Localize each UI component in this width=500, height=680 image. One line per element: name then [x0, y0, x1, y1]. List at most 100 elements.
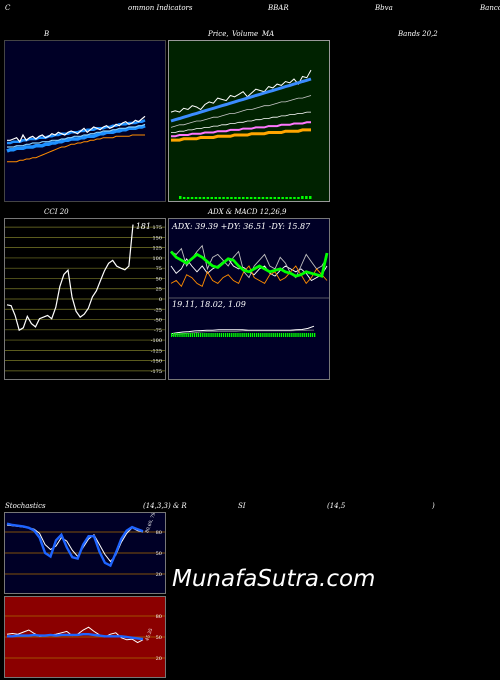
- macd-hist-bar: [253, 333, 256, 337]
- header-common-indicators: ommon Indicators: [128, 4, 193, 12]
- cci-tick-label: -150: [151, 359, 162, 365]
- macd-hist-bar: [212, 333, 214, 337]
- price-ma-series-5: [171, 128, 311, 142]
- macd-hist-bar: [297, 333, 299, 337]
- stoch-tick-label: 80: [156, 530, 162, 536]
- macd-hist-bar: [289, 333, 291, 337]
- macd-hist-bar: [295, 333, 297, 337]
- macd-hist-bar: [311, 333, 314, 337]
- macd-hist-bar: [222, 333, 225, 337]
- macd-hist-bar: [241, 333, 243, 337]
- header-company-a: Bbva: [375, 4, 393, 12]
- cci-tick-label: -100: [151, 338, 162, 344]
- macd-hist-bar: [282, 333, 285, 337]
- header-symbol: BBAR: [268, 4, 289, 12]
- rsi-series-1: [7, 633, 144, 641]
- stoch-panel: 80 50 20 80.60, 79.82: [4, 512, 166, 594]
- volume-bar: [281, 197, 284, 199]
- price-ma-series-1: [170, 77, 312, 123]
- header-company-b: Banco: [480, 4, 500, 12]
- macd-hist-bar: [183, 333, 185, 337]
- macd-hist-bar: [314, 333, 316, 337]
- volume-bar: [218, 197, 221, 199]
- bollinger-title: B: [44, 30, 50, 38]
- volume-bar: [269, 197, 273, 199]
- macd-hist-bar: [202, 333, 204, 337]
- watermark: MunafaSutra.com: [172, 566, 376, 592]
- macd-hist-bar: [287, 333, 289, 337]
- adx-macd-panel: ADX: 39.39 +DY: 36.51 -DY: 15.87 19.11, …: [168, 218, 330, 380]
- rsi-panel: 80 50 20 45.35: [4, 596, 166, 678]
- macd-hist-bar: [256, 333, 258, 337]
- macd-hist-bar: [293, 333, 295, 337]
- cci-tick-label: -125: [151, 348, 162, 354]
- volume-bar: [293, 197, 296, 199]
- volume-bar: [309, 196, 312, 199]
- volume-bar: [194, 197, 198, 199]
- volume-bar: [210, 197, 213, 199]
- macd-hist-bar: [305, 333, 307, 337]
- macd-hist-bar: [262, 333, 264, 337]
- macd-hist-bar: [206, 333, 208, 337]
- rsi-tick-label: 80: [156, 614, 162, 620]
- cci-tick-label: 100: [152, 256, 162, 262]
- volume-bar: [297, 197, 300, 199]
- macd-hist-bar: [175, 333, 177, 337]
- cci-panel: 175 150 125 100 75 50 25 0 -25 -50 -75 -100 -125 -150…: [4, 218, 166, 380]
- volume-bar: [249, 197, 253, 199]
- macd-hist-bar: [239, 333, 241, 337]
- bollinger-chart: [6, 115, 146, 163]
- volume-bar: [261, 197, 265, 199]
- volume-bar: [186, 197, 190, 199]
- macd-hist-bar: [189, 333, 191, 337]
- rsi-params: (14,5: [327, 502, 346, 510]
- bollinger-series-2: [7, 119, 146, 145]
- macd-label: 19.11, 18.02, 1.09: [172, 300, 246, 309]
- macd-hist-bar: [268, 333, 270, 337]
- macd-hist-bar: [264, 333, 266, 337]
- volume-bar: [198, 197, 202, 199]
- macd-hist-bar: [229, 333, 231, 337]
- cci-tick-label: 175: [152, 225, 162, 231]
- price-ma-panel: [168, 40, 330, 202]
- stoch-series-1: [6, 522, 144, 568]
- macd-hist-bar: [227, 333, 229, 337]
- macd-series-1: [170, 329, 315, 336]
- volume-bar: [305, 196, 308, 199]
- macd-hist-bar: [204, 333, 206, 337]
- stoch-params: (14,3,3) & R: [143, 502, 187, 510]
- macd-hist-bar: [171, 333, 173, 337]
- price-ma-series-0: [170, 69, 312, 113]
- volume-bar: [202, 197, 206, 199]
- adx-series-1: [170, 244, 328, 279]
- volume-bar: [273, 197, 276, 199]
- macd-hist-bar: [218, 333, 220, 337]
- cci-tick-label: 125: [152, 246, 162, 252]
- macd-hist-bar: [235, 333, 237, 337]
- macd-hist-bar: [260, 333, 262, 337]
- price-ma-series-3: [171, 111, 311, 133]
- macd-hist-bar: [278, 333, 281, 337]
- price-ma-chart: [170, 69, 312, 199]
- stoch-series-0: [6, 524, 144, 563]
- macd-hist-bar: [309, 333, 312, 337]
- rsi-value-label: 45.35: [144, 627, 154, 641]
- macd-hist-bar: [220, 333, 222, 337]
- macd-hist-bar: [200, 333, 202, 337]
- volume-bar: [190, 197, 194, 199]
- header-c: C: [5, 4, 11, 12]
- macd-hist-bar: [249, 333, 252, 337]
- adx-series-3: [169, 250, 329, 278]
- adx-label: ADX: 39.39 +DY: 36.51 -DY: 15.87: [172, 222, 311, 231]
- volume-bar: [206, 197, 210, 199]
- rsi-title: SI: [238, 502, 246, 510]
- macd-hist-bar: [177, 333, 179, 337]
- bands-title: Bands 20,2: [398, 30, 438, 38]
- macd-hist-bar: [191, 333, 193, 337]
- bollinger-series-4: [7, 134, 145, 163]
- macd-hist-bar: [280, 333, 283, 337]
- macd-hist-bar: [276, 333, 278, 337]
- rsi-tick-label: 20: [156, 656, 162, 662]
- volume-bar: [253, 197, 257, 199]
- macd-hist-bar: [179, 333, 181, 337]
